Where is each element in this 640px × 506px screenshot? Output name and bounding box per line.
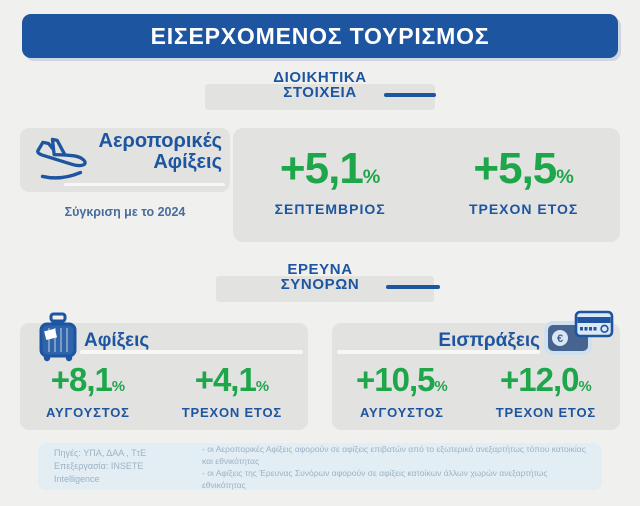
stat-august-arrivals: +8,1% ΑΥΓΟΥΣΤΟΣ (46, 363, 130, 420)
admin-stats-card: +5,1% ΣΕΠΤΕΜΒΡΙΟΣ +5,5% ΤΡΕΧΟΝ ΕΤΟΣ (233, 128, 620, 242)
section-admin-line1: ΔΙΟΙΚΗΤΙΚΑ (273, 69, 367, 86)
section-border-band (216, 276, 434, 302)
air-arrivals-card: Αεροπορικές Αφίξεις (20, 128, 230, 192)
airplane-takeoff-icon (36, 137, 87, 180)
air-title-underline (64, 182, 225, 186)
section-border-title: ΕΡΕΥΝΑ ΣΥΝΟΡΩΝ (0, 262, 640, 292)
section-admin-line2: ΣΤΟΙΧΕΙΑ (283, 84, 357, 101)
comparison-note: Σύγκριση με το 2024 (64, 205, 186, 219)
stat-august-receipts-label: ΑΥΓΟΥΣΤΟΣ (360, 405, 444, 420)
stat-august-receipts-value: +10,5% (356, 363, 448, 396)
percent-sign: % (255, 379, 270, 395)
percent-sign: % (362, 166, 381, 188)
stat-ytd-receipts: +12,0% ΤΡΕΧΟΝ ΕΤΟΣ (496, 363, 596, 420)
percent-sign: % (578, 379, 592, 395)
footer-note-1: - οι Αεροπορικές Αφίξεις αφορούν σε αφίξ… (202, 443, 586, 466)
air-title-line1: Αεροπορικές (98, 130, 222, 152)
value-text: +8,1 (50, 361, 113, 398)
stat-ytd-receipts-value: +12,0% (496, 363, 596, 396)
arrivals-stats: +8,1% ΑΥΓΟΥΣΤΟΣ +4,1% ΤΡΕΧΟΝ ΕΤΟΣ (20, 363, 308, 420)
stat-ytd-arrivals: +4,1% ΤΡΕΧΟΝ ΕΤΟΣ (182, 363, 282, 420)
section-admin-band (205, 84, 435, 110)
footer-sources-line2: Επεξεργασία: INSETE Intelligence (54, 461, 144, 484)
stat-ytd-air-label: ΤΡΕΧΟΝ ΕΤΟΣ (468, 201, 579, 217)
value-text: +12,0 (500, 361, 579, 398)
stat-september-label: ΣΕΠΤΕΜΒΡΙΟΣ (274, 201, 386, 217)
stat-august-arrivals-value: +8,1% (46, 363, 130, 396)
stat-august-receipts: +10,5% ΑΥΓΟΥΣΤΟΣ (356, 363, 448, 420)
percent-sign: % (556, 166, 574, 188)
footer-notes: - οι Αεροπορικές Αφίξεις αφορούν σε αφίξ… (202, 443, 586, 491)
value-text: +10,5 (356, 361, 435, 398)
arrivals-card: Αφίξεις +8,1% ΑΥΓΟΥΣΤΟΣ +4,1% ΤΡΕΧΟΝ ΕΤΟ… (20, 312, 308, 430)
footer-note-2: - οι Αφίξεις της Έρευνας Συνόρων αφορούν… (202, 467, 548, 490)
receipts-underline (337, 350, 540, 354)
value-text: +5,5 (473, 144, 557, 193)
stat-ytd-arrivals-value: +4,1% (182, 363, 282, 396)
suitcase-icon (39, 312, 77, 362)
footer-sources-line1: Πηγές: ΥΠΑ, ΔΑΑ , ΤτΕ (54, 448, 147, 458)
section-border-line2: ΣΥΝΟΡΩΝ (280, 276, 360, 293)
arrivals-title: Αφίξεις (84, 330, 150, 351)
receipts-stats: +10,5% ΑΥΓΟΥΣΤΟΣ +12,0% ΤΡΕΧΟΝ ΕΤΟΣ (332, 363, 620, 420)
payment-card-icon: € (544, 310, 614, 355)
value-text: +4,1 (194, 361, 257, 398)
stat-ytd-air-value: +5,5% (469, 147, 578, 191)
section-border-line1: ΕΡΕΥΝΑ (287, 261, 353, 278)
stat-ytd-receipts-label: ΤΡΕΧΟΝ ΕΤΟΣ (495, 405, 596, 420)
section-admin-dash (384, 93, 436, 97)
footer: Πηγές: ΥΠΑ, ΔΑΑ , ΤτΕ Επεξεργασία: INSET… (38, 443, 602, 490)
air-title-line2: Αφίξεις (153, 151, 222, 173)
stat-ytd-arrivals-label: ΤΡΕΧΟΝ ΕΤΟΣ (181, 405, 282, 420)
svg-text:€: € (557, 333, 563, 345)
stat-september: +5,1% ΣΕΠΤΕΜΒΡΙΟΣ (274, 147, 386, 218)
arrivals-underline (80, 350, 303, 354)
percent-sign: % (434, 379, 448, 395)
stat-september-value: +5,1% (275, 147, 386, 191)
air-arrivals-title: Αεροπορικές Αφίξεις (99, 131, 222, 173)
footer-sources: Πηγές: ΥΠΑ, ΔΑΑ , ΤτΕ Επεξεργασία: INSET… (54, 447, 182, 486)
page-title: ΕΙΣΕΡΧΟΜΕΝΟΣ ΤΟΥΡΙΣΜΟΣ (22, 14, 618, 58)
value-text: +5,1 (279, 144, 364, 193)
receipts-title: Εισπράξεις (438, 330, 540, 351)
section-border-dash (386, 285, 440, 289)
stat-ytd-air: +5,5% ΤΡΕΧΟΝ ΕΤΟΣ (468, 147, 579, 218)
section-admin-title: ΔΙΟΙΚΗΤΙΚΑ ΣΤΟΙΧΕΙΑ (0, 70, 640, 100)
receipts-card: Εισπράξεις € +10,5% ΑΥΓΟΥΣΤΟΣ +12,0% (332, 310, 620, 430)
stat-august-arrivals-label: ΑΥΓΟΥΣΤΟΣ (46, 405, 130, 420)
percent-sign: % (111, 379, 126, 395)
